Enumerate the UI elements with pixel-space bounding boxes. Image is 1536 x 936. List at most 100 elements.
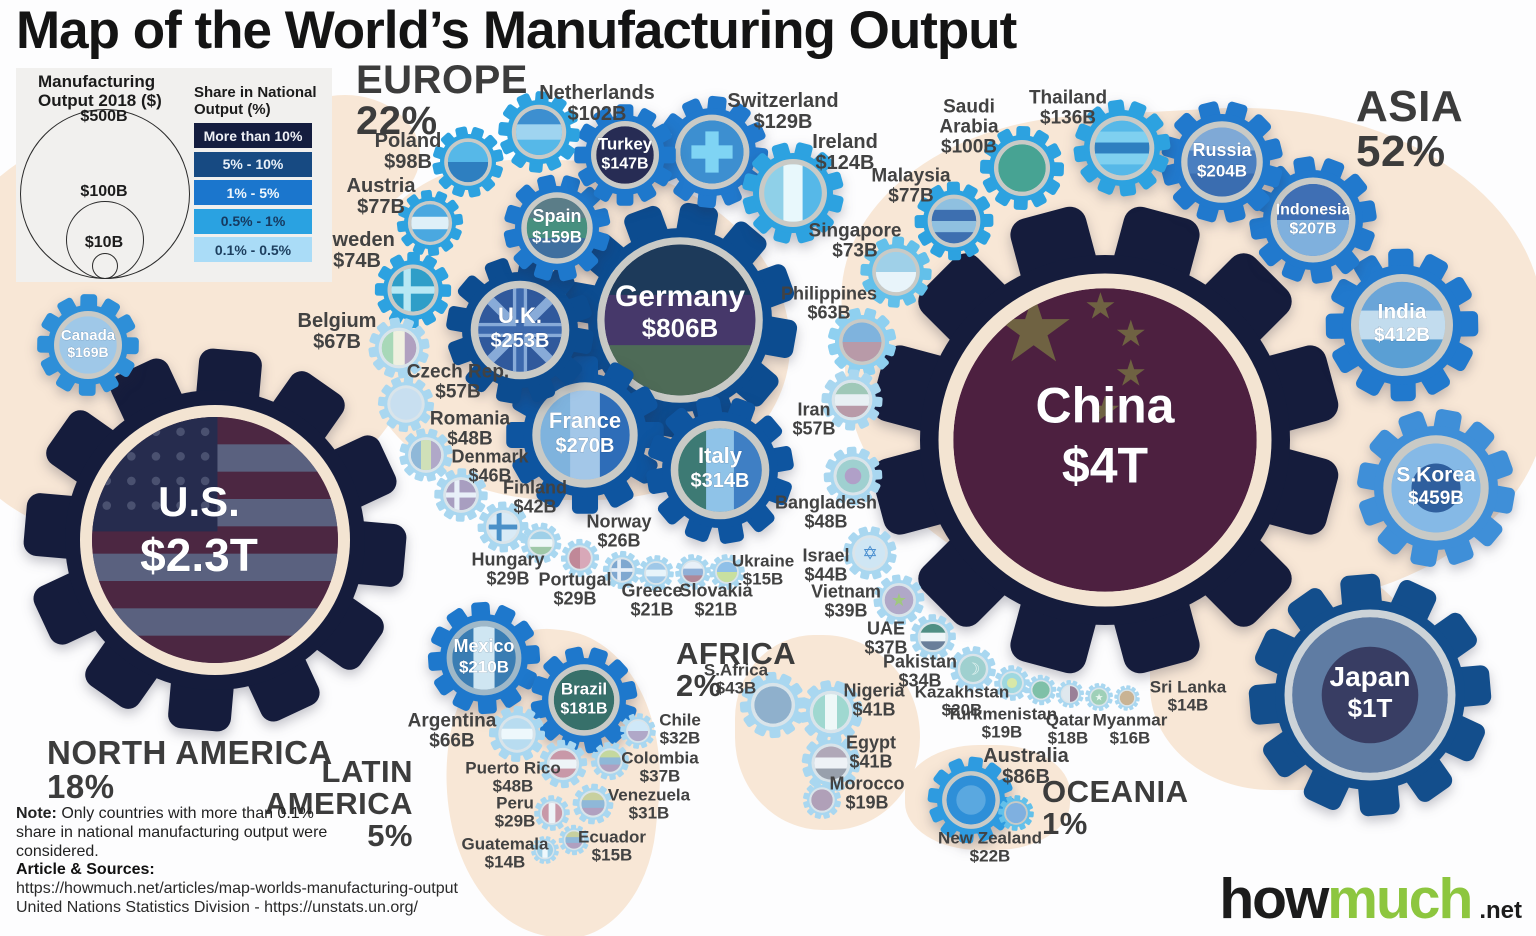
country-gear-china: ★ ★★★★China$4T (871, 206, 1339, 674)
country-gear-portugal (560, 538, 600, 578)
country-name-mexico: Mexico (453, 636, 514, 656)
country-gear-vietnam: ★ (873, 574, 925, 626)
country-gear-new-zealand (998, 795, 1034, 831)
country-gear-pakistan: ☽ (950, 646, 996, 692)
country-gear-bangladesh (823, 446, 883, 506)
country-value-u-k: $253B (491, 330, 550, 352)
country-gear-czech-rep (377, 375, 435, 433)
legend-size-label-2: $10B (84, 234, 124, 251)
country-gear-qatar (1055, 679, 1085, 709)
source-article-url: https://howmuch.net/articles/map-worlds-… (16, 880, 458, 897)
country-gear-venezuela (572, 783, 614, 825)
legend-tier-0-5-1: 0.5% - 1% (194, 208, 312, 234)
country-name-france: France (549, 408, 621, 433)
country-value-russia: $204B (1197, 161, 1247, 180)
country-gear-iran (821, 369, 883, 431)
svg-text:★: ★ (1114, 312, 1147, 355)
note-body: Only countries with more than 0.1% share… (16, 805, 328, 861)
country-value-spain: $159B (532, 227, 582, 246)
country-name-s-korea: S.Korea (1396, 463, 1476, 486)
country-gear-kazakhstan (994, 665, 1030, 701)
country-gear-egypt (801, 733, 861, 793)
country-gear-hungary (520, 522, 562, 564)
country-value-china: $4T (1062, 438, 1148, 494)
legend-tier-0-1-0-5: 0.1% - 0.5% (194, 237, 312, 262)
legend-bubble-title: Manufacturing Output 2018 ($) (38, 72, 162, 111)
country-gear-canada: Canada$169B (37, 294, 139, 396)
country-gear-denmark (434, 468, 488, 522)
country-gear-u-k: U.K.$253B (446, 256, 594, 404)
country-gear-japan: Japan$1T (1248, 573, 1492, 817)
howmuch-logo: how much .net (1219, 871, 1522, 928)
country-gear-argentina (488, 705, 546, 763)
country-name-canada: Canada (61, 327, 116, 344)
sources-title: Article & Sources: (16, 861, 155, 878)
country-value-india: $412B (1374, 325, 1430, 346)
country-gear-peru (534, 795, 570, 831)
logo-net: .net (1479, 897, 1522, 924)
svg-text:★: ★ (1084, 285, 1117, 328)
country-gear-ecuador (558, 824, 590, 856)
country-name-turkey: Turkey (598, 134, 653, 153)
country-gear-indonesia: Indonesia $207B (1249, 156, 1377, 284)
country-name-indonesia: Indonesia (1276, 201, 1351, 218)
page-title: Map of the World’s Manufacturing Output (16, 1, 1017, 60)
legend-tier-1-5: 1% - 5% (194, 180, 312, 205)
source-un-url: United Nations Statistics Division - htt… (16, 899, 418, 916)
legend-size-circle-2 (92, 253, 118, 279)
country-name-u-s: U.S. (158, 478, 240, 525)
legend-size-label-0: $500B (80, 108, 128, 125)
country-gear-s-korea: S.Korea$459B (1357, 409, 1515, 567)
country-gear-philippines (827, 307, 897, 377)
country-name-u-k: U.K. (498, 303, 542, 328)
country-gear-slovakia (675, 554, 711, 590)
country-gear-israel: ✡ (843, 526, 897, 580)
country-gear-malaysia (914, 181, 994, 261)
country-gear-nigeria (799, 680, 863, 744)
legend-color-scale: More than 10% 5% - 10% 1% - 5% 0.5% - 1% 0.1… (194, 123, 312, 262)
svg-text:☽: ☽ (966, 659, 981, 678)
country-gear-singapore (860, 236, 932, 308)
country-gear-finland (477, 501, 529, 553)
country-gear-chile (620, 713, 656, 749)
country-gear-norway (602, 550, 642, 590)
svg-text:★: ★ (1114, 351, 1147, 394)
country-gear-italy: Italy$314B (646, 396, 794, 544)
country-value-italy: $314B (691, 470, 750, 492)
country-value-brazil: $181B (560, 701, 607, 718)
country-value-mexico: $210B (459, 657, 509, 676)
country-gear-india: India$412B (1325, 248, 1479, 402)
country-gear-ukraine (709, 554, 745, 590)
legend: Manufacturing Output 2018 ($) Share in N… (16, 68, 332, 282)
country-gear-brazil: Brazil $181B (530, 646, 638, 754)
country-name-india: India (1377, 300, 1426, 323)
country-name-japan: Japan (1330, 661, 1411, 692)
country-gear-morocco (803, 781, 841, 819)
legend-tier-5-10: 5% - 10% (194, 151, 312, 177)
country-gear-greece (638, 555, 674, 591)
country-value-indonesia: $207B (1289, 221, 1336, 238)
svg-text:★: ★ (891, 590, 907, 611)
logo-much: much (1327, 867, 1473, 931)
country-gear-austria (396, 189, 464, 257)
country-name-spain: Spain (532, 206, 581, 226)
country-name-brazil: Brazil (561, 679, 607, 698)
country-gear-spain: Spain$159B (503, 174, 611, 282)
country-value-germany: $806B (642, 313, 719, 343)
country-gear-saudi-arabia (979, 125, 1065, 211)
country-gear-thailand (1073, 99, 1171, 197)
country-name-germany: Germany (615, 280, 745, 313)
country-value-turkey: $147B (601, 156, 648, 173)
country-gear-ireland (742, 142, 844, 244)
country-gear-switzerland (655, 95, 769, 209)
country-value-u-s: $2.3T (140, 529, 258, 581)
legend-share-title: Share in National Output (%) (194, 84, 317, 119)
country-gear-poland (432, 126, 504, 198)
country-gear-sri-lanka (1114, 685, 1140, 711)
svg-text:★: ★ (1095, 692, 1104, 703)
note-label: Note: (16, 805, 57, 822)
country-gear-australia (927, 756, 1015, 844)
svg-text:✡: ✡ (862, 542, 878, 564)
country-gear-puerto-rico (538, 739, 588, 789)
country-value-france: $270B (556, 435, 615, 457)
